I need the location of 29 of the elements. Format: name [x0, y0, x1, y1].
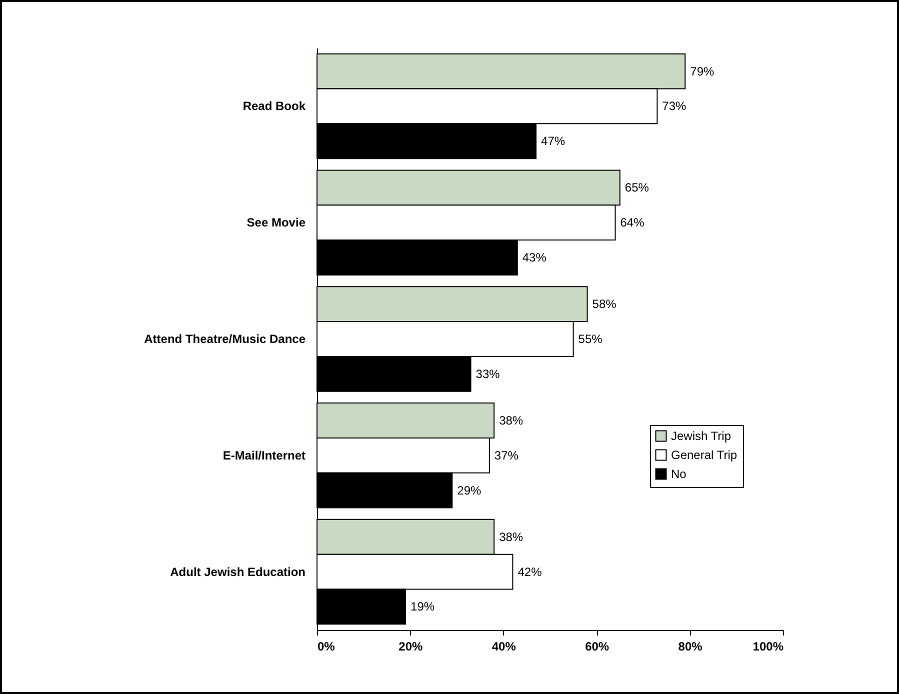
data-label: 38% [499, 530, 524, 544]
legend-label: Jewish Trip [671, 429, 732, 443]
x-tick-label: 0% [318, 640, 336, 654]
data-label: 58% [592, 297, 617, 312]
data-label: 38% [499, 413, 524, 428]
x-tick-label: 40% [492, 640, 516, 654]
y-tick-label: Adult Jewish Education [170, 564, 306, 579]
data-label: 65% [624, 180, 650, 195]
data-label: 42% [518, 564, 542, 579]
x-tick-label: 20% [398, 640, 424, 654]
data-label: 29% [457, 483, 482, 498]
y-tick-label: E-Mail/Internet [222, 448, 306, 462]
legend-label: General Trip [671, 448, 738, 462]
data-label: 37% [494, 448, 519, 462]
x-tick-label: 60% [585, 640, 610, 654]
y-tick-label: Read Book [242, 99, 306, 114]
data-label: 79% [690, 64, 714, 78]
data-label: 73% [662, 99, 687, 114]
data-label: 43% [522, 250, 547, 265]
x-tick-label: 80% [678, 640, 703, 654]
data-label: 55% [578, 332, 603, 346]
y-tick-label: See Movie [246, 216, 306, 230]
data-label: 47% [541, 134, 566, 148]
x-tick-label: 100% [752, 640, 784, 654]
y-tick-label: Attend Theatre/Music Dance [144, 332, 306, 346]
data-label: 33% [476, 366, 500, 381]
data-label: 19% [410, 600, 435, 614]
legend-label: No [671, 467, 687, 481]
data-label: 64% [620, 216, 645, 230]
